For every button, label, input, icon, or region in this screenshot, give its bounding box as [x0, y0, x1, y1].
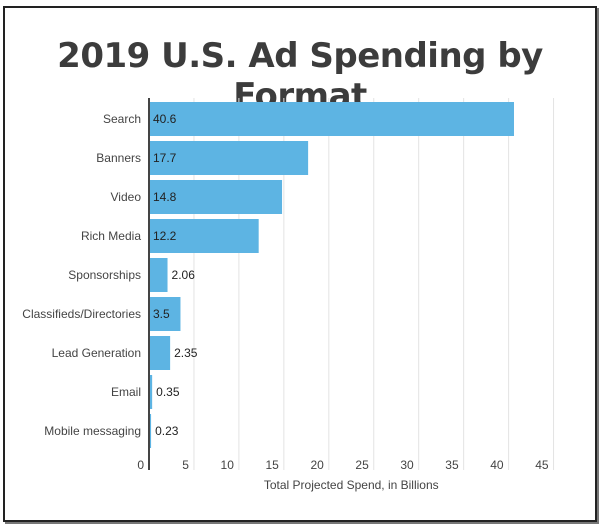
y-tick-label: Classifieds/Directories: [22, 307, 141, 321]
y-tick-label: Banners: [96, 151, 141, 165]
data-label: 14.8: [153, 190, 177, 204]
x-tick-label: 30: [400, 458, 414, 472]
data-label: 0.23: [155, 424, 179, 438]
x-tick-label: 0: [137, 458, 144, 472]
y-tick-label: Mobile messaging: [44, 424, 141, 438]
bar: [149, 180, 283, 214]
x-tick-label: 25: [355, 458, 369, 472]
x-tick-label: 40: [490, 458, 504, 472]
x-tick-label: 35: [445, 458, 459, 472]
data-label: 40.6: [153, 112, 177, 126]
bar: [149, 336, 171, 370]
y-tick-label: Email: [111, 385, 141, 399]
data-label: 12.2: [153, 229, 177, 243]
bar: [149, 297, 181, 331]
y-tick-label: Sponsorships: [68, 268, 141, 282]
data-label: 2.06: [172, 268, 196, 282]
bar: [149, 102, 514, 136]
data-label: 2.35: [174, 346, 198, 360]
x-tick-label: 10: [221, 458, 235, 472]
x-tick-label: 20: [310, 458, 324, 472]
bar: [149, 375, 153, 409]
bar: [149, 258, 168, 292]
x-tick-label: 5: [182, 458, 189, 472]
bar: [149, 141, 309, 175]
x-tick-label: 45: [535, 458, 549, 472]
x-axis-label: Total Projected Spend, in Billions: [264, 478, 439, 492]
data-label: 0.35: [156, 385, 180, 399]
data-label: 17.7: [153, 151, 177, 165]
x-tick-label: 15: [265, 458, 279, 472]
y-tick-label: Rich Media: [81, 229, 141, 243]
y-tick-label: Video: [111, 190, 142, 204]
bar: [149, 219, 259, 253]
y-tick-label: Lead Generation: [52, 346, 141, 360]
chart-frame: [3, 6, 597, 522]
data-label: 3.5: [153, 307, 170, 321]
y-tick-label: Search: [103, 112, 141, 126]
bar: [149, 414, 152, 448]
